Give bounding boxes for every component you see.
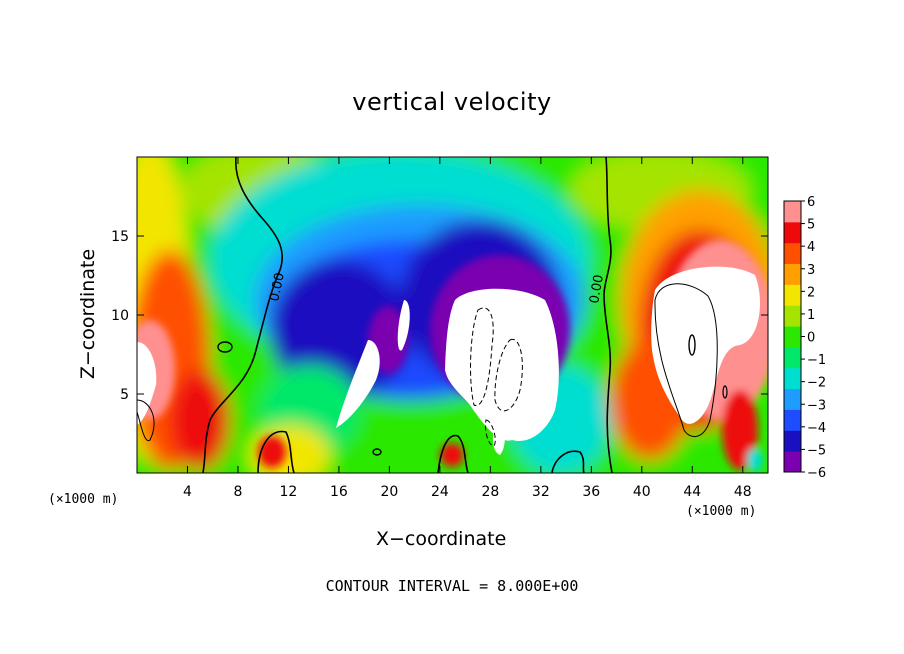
positive-contour-right bbox=[654, 283, 718, 438]
y-tick-label: 10 bbox=[111, 308, 129, 324]
y-axis-label: Z−coordinate bbox=[77, 248, 99, 380]
colorbar-tick-label: 3 bbox=[807, 263, 815, 278]
contour-lines bbox=[137, 157, 728, 473]
small-ring bbox=[372, 448, 382, 456]
zero-contour-bottom-a bbox=[257, 430, 295, 473]
x-tick-label: 36 bbox=[582, 484, 600, 500]
colorbar-swatch bbox=[784, 242, 801, 265]
x-tick-label: 40 bbox=[633, 484, 651, 500]
colorbar-swatch bbox=[784, 409, 801, 431]
x-tick-label: 4 bbox=[183, 484, 192, 500]
colorbar-swatch bbox=[784, 221, 801, 244]
colorbar-tick-label: 6 bbox=[807, 195, 815, 210]
colorbar-tick-label: −3 bbox=[807, 398, 826, 413]
y-axis: 5 10 15 bbox=[111, 229, 768, 403]
x-tick-label: 28 bbox=[481, 484, 499, 500]
colorbar-swatch bbox=[784, 326, 801, 348]
x-tick-label: 44 bbox=[683, 484, 701, 500]
positive-contour-left-small bbox=[217, 341, 233, 353]
contour-label-right: 0.00 bbox=[587, 274, 607, 305]
colorbar-swatch bbox=[784, 201, 801, 223]
colorbar-swatch bbox=[784, 263, 801, 285]
x-axis-label: X−coordinate bbox=[376, 528, 507, 550]
colorbar-swatch bbox=[784, 346, 801, 369]
colorbar-tick-label: 1 bbox=[807, 308, 815, 323]
colorbar-swatch bbox=[784, 305, 801, 327]
x-tick-label: 12 bbox=[280, 484, 298, 500]
colorbar-swatch bbox=[784, 451, 801, 473]
colorbar-tick-label: −1 bbox=[807, 353, 826, 368]
x-tick-label: 16 bbox=[330, 484, 348, 500]
colorbar-swatch bbox=[784, 367, 801, 390]
zero-contour-right bbox=[603, 157, 613, 473]
colorbar-tick-label: −2 bbox=[807, 376, 826, 391]
contour-interval-note: CONTOUR INTERVAL = 8.000E+00 bbox=[325, 577, 579, 595]
x-tick-label: 24 bbox=[431, 484, 449, 500]
colorbar-swatch bbox=[784, 388, 801, 410]
colorbar-tick-label: 5 bbox=[807, 218, 815, 233]
x-unit-label-left: (×1000 m) bbox=[48, 492, 119, 507]
y-tick-label: 5 bbox=[120, 387, 129, 403]
zero-contour-left bbox=[202, 157, 284, 473]
colorbar-tick-label: 2 bbox=[807, 285, 815, 300]
negative-contours bbox=[470, 307, 523, 447]
colorbar-tick-label: −5 bbox=[807, 443, 826, 458]
colorbar-tick-label: 4 bbox=[807, 240, 815, 255]
zero-contour-bottom-b bbox=[437, 434, 469, 473]
x-tick-label: 20 bbox=[380, 484, 398, 500]
colorbar-tick-label: −6 bbox=[807, 466, 826, 481]
x-tick-label: 32 bbox=[532, 484, 550, 500]
x-axis: 4 8 12 16 20 24 28 32 36 40 44 48 bbox=[183, 157, 752, 500]
colorbar-swatch bbox=[784, 430, 801, 452]
positive-contour-tiny bbox=[722, 385, 728, 399]
zero-contour-bottom-c bbox=[551, 450, 585, 473]
x-tick-label: 48 bbox=[734, 484, 752, 500]
x-tick-label: 8 bbox=[233, 484, 242, 500]
colorbar-tick-label: 0 bbox=[807, 331, 815, 346]
colorbar-tick-label: −4 bbox=[807, 421, 826, 436]
x-unit-label-right: (×1000 m) bbox=[686, 504, 757, 519]
chart-title: vertical velocity bbox=[352, 88, 552, 116]
contour-labels: 0.00 0.00 bbox=[267, 271, 607, 304]
colorbar: 6 5 4 3 2 1 0 −1 −2 −3 −4 −5 −6 bbox=[783, 195, 826, 481]
colorbar-swatch bbox=[784, 284, 801, 306]
y-tick-label: 15 bbox=[111, 229, 129, 245]
contour-label-left: 0.00 bbox=[267, 271, 288, 302]
positive-contour-small bbox=[688, 334, 696, 356]
positive-contour-left bbox=[137, 399, 155, 442]
